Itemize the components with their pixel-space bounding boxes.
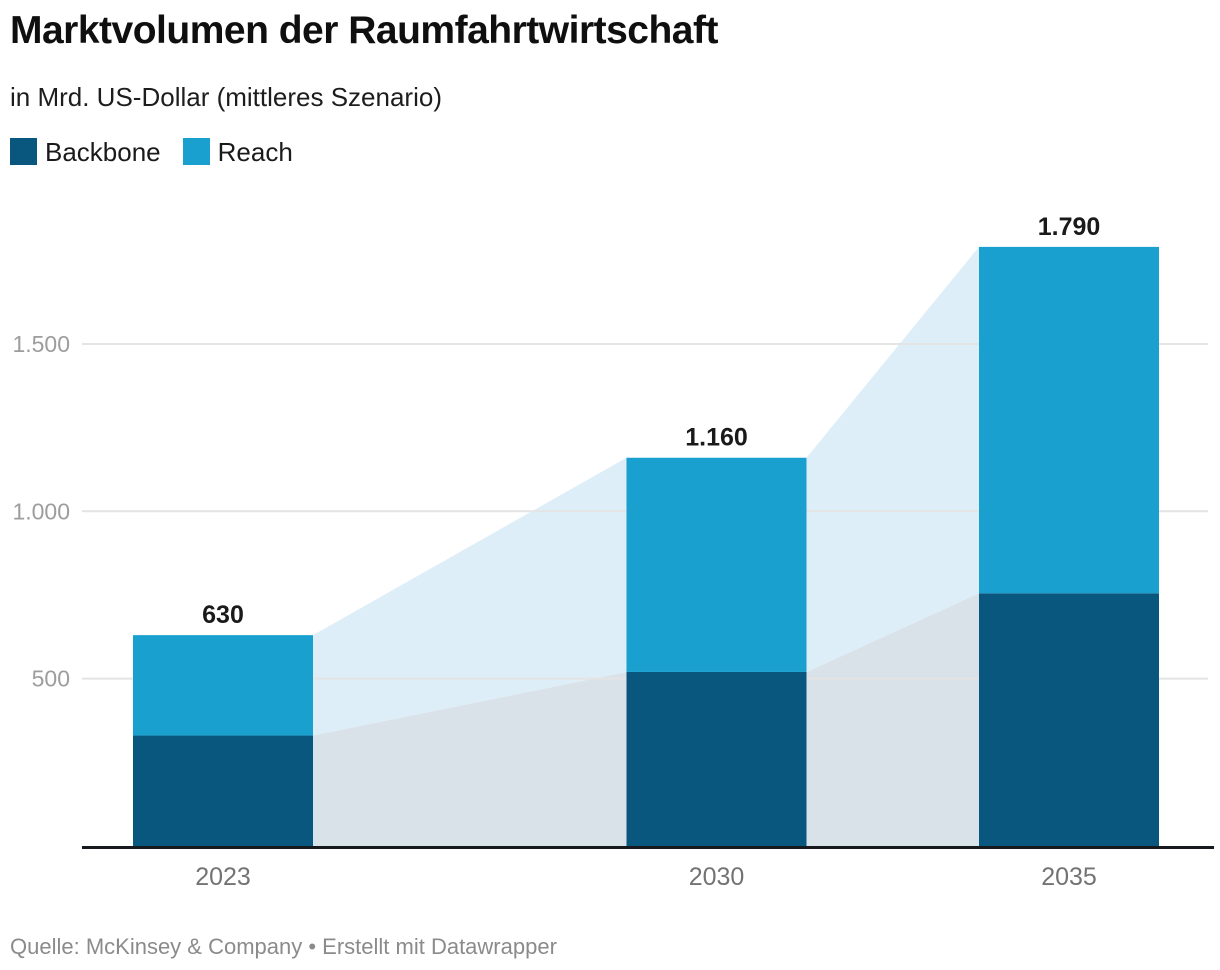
- bar-segment-reach: [626, 457, 807, 672]
- bar-segment-backbone: [626, 671, 807, 846]
- bar-segment-backbone: [979, 593, 1159, 846]
- x-axis-tick-label: 2023: [195, 863, 251, 891]
- x-axis-tick-label: 2035: [1041, 863, 1097, 891]
- y-axis-tick-label: 500: [32, 666, 70, 692]
- legend-label: Reach: [217, 136, 293, 167]
- legend-swatch-reach: [182, 138, 210, 165]
- bar-segment-reach: [133, 635, 313, 736]
- legend-label: Backbone: [45, 136, 161, 167]
- reach-area-band: [806, 246, 979, 672]
- y-axis-tick-label: 1.500: [12, 331, 70, 357]
- backbone-area-band: [806, 593, 979, 846]
- bar-total-label: 1.790: [1038, 213, 1101, 241]
- page-title: Marktvolumen der Raumfahrtwirtschaft: [10, 9, 718, 52]
- legend: Backbone Reach: [10, 138, 293, 165]
- bar-segment-backbone: [133, 735, 313, 846]
- legend-swatch-backbone: [10, 138, 37, 165]
- source-line: Quelle: McKinsey & Company • Erstellt mi…: [10, 934, 557, 959]
- chart-subtitle: in Mrd. US-Dollar (mittleres Szenario): [10, 82, 442, 112]
- bar-segment-reach: [979, 246, 1159, 594]
- backbone-area-band: [313, 671, 627, 846]
- legend-item-backbone: Backbone: [10, 138, 161, 165]
- reach-area-band: [313, 457, 627, 736]
- legend-item-reach: Reach: [182, 136, 293, 167]
- x-axis-tick-label: 2030: [689, 863, 745, 891]
- bar-total-label: 1.160: [685, 424, 748, 452]
- y-axis-tick-label: 1.000: [12, 498, 70, 524]
- bar-total-label: 630: [202, 601, 244, 629]
